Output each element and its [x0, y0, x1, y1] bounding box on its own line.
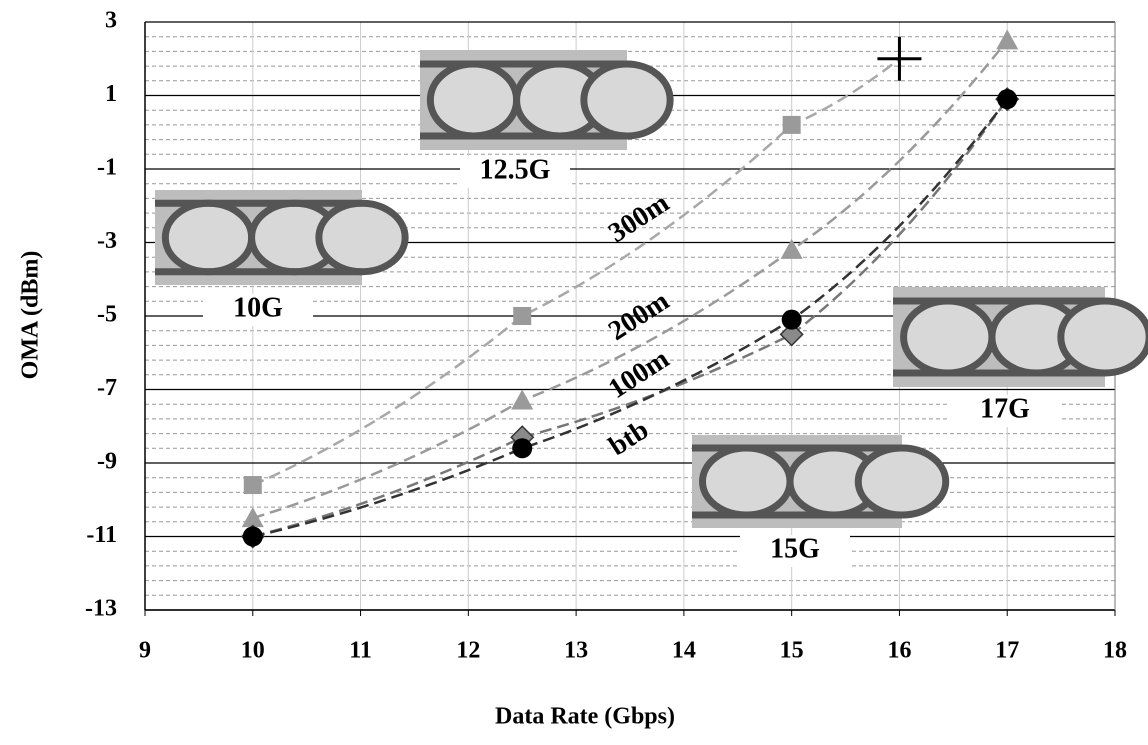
marker: [511, 390, 533, 410]
y-tick-label: -7: [97, 375, 117, 401]
x-tick-label: 12: [456, 638, 480, 664]
marker: [997, 89, 1017, 109]
eye-diagram: [692, 435, 946, 528]
marker: [513, 307, 531, 325]
annotation: 17G: [980, 393, 1030, 424]
eye-opening: [904, 301, 992, 373]
eye-opening: [858, 448, 946, 515]
marker: [877, 37, 921, 81]
eye-opening: [319, 203, 405, 271]
y-tick-label: -9: [97, 449, 117, 475]
eye-diagram: [420, 50, 670, 150]
x-tick-label: 15: [780, 638, 804, 664]
marker: [783, 116, 801, 134]
eye-opening: [430, 64, 516, 136]
chart: OMA (dBm) Data Rate (Gbps) 9101112131415…: [0, 0, 1148, 740]
y-axis-label: OMA (dBm): [18, 251, 44, 380]
y-tick-label: -13: [85, 596, 117, 622]
marker: [244, 476, 262, 494]
x-tick-label: 18: [1103, 638, 1127, 664]
x-tick-label: 17: [995, 638, 1019, 664]
eye-diagram: [893, 287, 1148, 387]
y-tick-label: 1: [105, 81, 117, 107]
eye-opening: [165, 203, 251, 271]
marker: [242, 507, 264, 527]
eye-diagram: [155, 190, 405, 285]
y-tick-label: -11: [86, 522, 117, 548]
series-label: btb: [603, 414, 654, 462]
annotation: 10G: [233, 292, 283, 323]
annotation: 12.5G: [480, 154, 551, 185]
marker: [781, 239, 803, 259]
x-tick-label: 16: [887, 638, 911, 664]
eye-opening: [703, 448, 791, 515]
series-label: 200m: [603, 285, 675, 347]
x-tick-label: 13: [564, 638, 588, 664]
series-label: 100m: [603, 343, 675, 405]
marker: [243, 527, 263, 547]
series-label: 300m: [603, 187, 675, 249]
eye-opening: [584, 64, 670, 136]
x-axis-label: Data Rate (Gbps): [495, 704, 675, 730]
eye-opening: [1061, 301, 1148, 373]
marker: [996, 29, 1018, 49]
x-tick-label: 14: [672, 638, 696, 664]
y-tick-label: -3: [97, 228, 117, 254]
y-tick-label: 3: [105, 8, 117, 34]
x-tick-label: 11: [349, 638, 372, 664]
y-tick-label: -5: [97, 302, 117, 328]
x-tick-label: 9: [139, 638, 151, 664]
annotation: 15G: [770, 533, 820, 564]
marker: [782, 310, 802, 330]
marker: [512, 438, 532, 458]
y-tick-label: -1: [97, 155, 117, 181]
x-tick-label: 10: [241, 638, 265, 664]
